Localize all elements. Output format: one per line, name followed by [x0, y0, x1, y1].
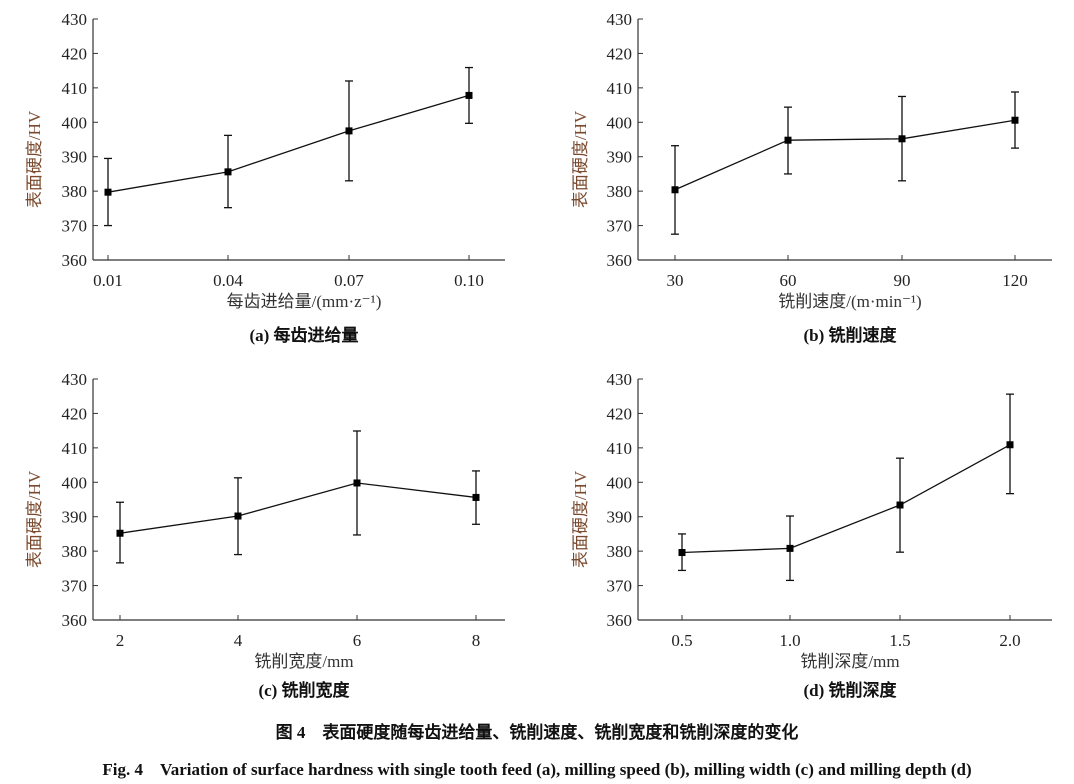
figure-caption-chinese: 图 4 表面硬度随每齿进给量、铣削速度、铣削宽度和铣削深度的变化 — [275, 723, 799, 742]
x-axis-label: 铣削宽度/mm — [254, 652, 353, 671]
chart-panel-b: 360 370 380 390 400 410 420 430 30 60 90 120 表面硬度/HV… — [571, 10, 1052, 345]
data-point — [896, 501, 904, 509]
panel-caption: (a) 每齿进给量 — [249, 325, 358, 345]
series-line — [119, 482, 477, 534]
x-tick-label: 1.0 — [779, 631, 800, 650]
x-tick-label: 0.10 — [454, 271, 484, 290]
x-axis-label: 铣削速度/(m·min⁻¹) — [778, 292, 921, 311]
y-tick-label: 420 — [62, 44, 88, 63]
x-axis-label: 每齿进给量/(mm·z⁻¹) — [227, 292, 382, 311]
y-tick-label: 360 — [607, 251, 633, 270]
y-tick-label: 400 — [607, 113, 633, 132]
data-point — [1006, 441, 1014, 449]
y-tick-label: 360 — [62, 251, 88, 270]
data-point — [116, 529, 124, 537]
y-tick-label: 410 — [62, 439, 88, 458]
data-point — [345, 127, 353, 135]
series-line — [107, 94, 470, 193]
y-tick-label: 390 — [607, 508, 633, 527]
y-axis-label: 表面硬度/HV — [571, 470, 590, 568]
chart-panel-c: 360 370 380 390 400 410 420 430 2 4 6 8 表面硬度/HV 铣削宽度/… — [25, 370, 505, 700]
data-point — [224, 168, 232, 176]
y-tick-label: 380 — [607, 542, 633, 561]
data-point — [465, 91, 473, 99]
x-tick-label: 30 — [667, 271, 684, 290]
panel-caption: (d) 铣削深度 — [803, 680, 897, 700]
y-tick-label: 370 — [607, 217, 633, 236]
y-tick-label: 420 — [62, 404, 88, 423]
y-tick-label: 360 — [62, 611, 88, 630]
series-line — [674, 119, 1016, 191]
y-tick-label: 410 — [607, 439, 633, 458]
chart-panel-d: 360 370 380 390 400 410 420 430 0.5 1.0 1.5 2.0 表面硬度… — [571, 370, 1052, 700]
y-tick-label: 430 — [62, 10, 88, 29]
x-tick-label: 4 — [234, 631, 243, 650]
y-tick-label: 410 — [607, 79, 633, 98]
x-tick-label: 120 — [1002, 271, 1028, 290]
y-tick-label: 370 — [62, 217, 88, 236]
y-tick-label: 400 — [607, 473, 633, 492]
x-tick-label: 8 — [472, 631, 481, 650]
x-tick-label: 60 — [780, 271, 797, 290]
y-tick-label: 420 — [607, 404, 633, 423]
data-point — [1011, 116, 1019, 124]
y-tick-label: 370 — [62, 577, 88, 596]
y-tick-label: 430 — [62, 370, 88, 389]
data-point — [898, 135, 906, 143]
y-tick-label: 390 — [62, 148, 88, 167]
data-point — [472, 493, 480, 501]
panel-caption: (b) 铣削速度 — [803, 325, 897, 345]
y-tick-label: 420 — [607, 44, 633, 63]
data-point — [786, 544, 794, 552]
x-tick-label: 2.0 — [999, 631, 1020, 650]
y-tick-label: 390 — [607, 148, 633, 167]
y-axis-label: 表面硬度/HV — [25, 110, 44, 208]
y-tick-label: 400 — [62, 113, 88, 132]
chart-panel-a: 360 370 380 390 400 410 420 430 0.01 0.04 0.07 0.10… — [25, 10, 505, 345]
y-tick-label: 430 — [607, 10, 633, 29]
x-tick-label: 0.01 — [93, 271, 123, 290]
series-line — [681, 444, 1011, 554]
x-tick-label: 1.5 — [889, 631, 910, 650]
data-point — [671, 186, 679, 194]
x-tick-label: 90 — [894, 271, 911, 290]
y-tick-label: 370 — [607, 577, 633, 596]
data-point — [234, 512, 242, 520]
y-tick-label: 390 — [62, 508, 88, 527]
y-tick-label: 430 — [607, 370, 633, 389]
x-tick-label: 0.5 — [671, 631, 692, 650]
x-tick-label: 0.04 — [213, 271, 243, 290]
x-tick-label: 0.07 — [334, 271, 364, 290]
data-point — [678, 549, 686, 557]
panel-caption: (c) 铣削宽度 — [258, 680, 350, 700]
x-axis-label: 铣削深度/mm — [800, 652, 899, 671]
y-tick-label: 380 — [62, 542, 88, 561]
data-point — [353, 479, 361, 487]
y-tick-label: 360 — [607, 611, 633, 630]
y-tick-label: 380 — [607, 182, 633, 201]
y-axis-label: 表面硬度/HV — [571, 110, 590, 208]
y-tick-label: 380 — [62, 182, 88, 201]
x-tick-label: 6 — [353, 631, 362, 650]
y-tick-label: 400 — [62, 473, 88, 492]
figure-caption-english: Fig. 4 Variation of surface hardness wit… — [102, 760, 972, 779]
y-tick-label: 410 — [62, 79, 88, 98]
y-axis-label: 表面硬度/HV — [25, 470, 44, 568]
data-point — [104, 188, 112, 196]
data-point — [784, 136, 792, 144]
x-tick-label: 2 — [116, 631, 125, 650]
